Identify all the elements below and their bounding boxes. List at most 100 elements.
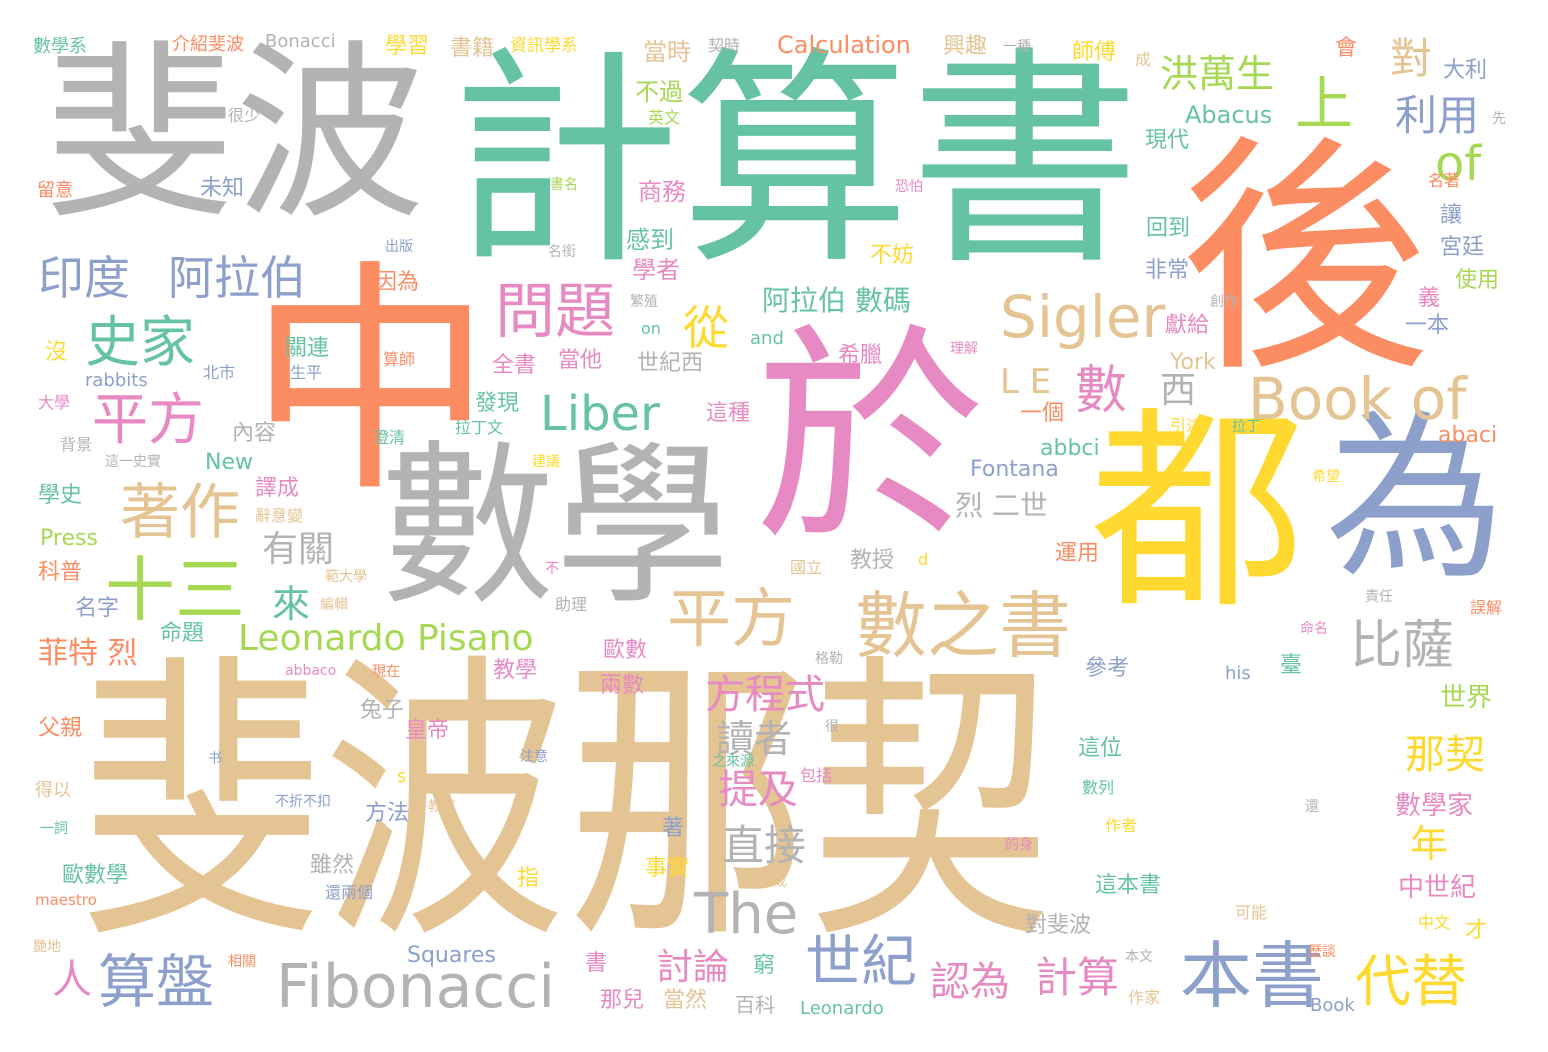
cloud-word: s [397,766,407,787]
cloud-word: 回到 [1146,216,1191,241]
cloud-word: 相關 [228,954,256,970]
cloud-word: 數之書 [855,584,1072,668]
cloud-word: 阿拉伯 數碼 [762,284,911,317]
cloud-word: New [205,450,253,475]
cloud-word: 理解 [950,341,978,357]
cloud-word: 著作 [120,478,240,548]
cloud-word: 現在 [372,664,400,680]
cloud-word: 不妨 [870,243,915,268]
cloud-word: 北市 [203,363,236,382]
cloud-word: Press [40,526,98,551]
cloud-word: 當然 [663,988,708,1013]
cloud-word: Book of [1248,365,1467,433]
cloud-word: 英文 [648,108,681,127]
cloud-word: 內容 [232,421,277,446]
cloud-word: 算師 [383,350,416,369]
cloud-word: 對斐波 [1025,913,1092,938]
cloud-word: 世紀西 [637,351,704,376]
cloud-word: 繁殖 [630,294,658,310]
cloud-word: 編輯 [320,597,348,613]
cloud-word: 譯成 [255,476,300,501]
cloud-word: 國立 [790,558,823,577]
cloud-word: Leonardo Pisano [238,618,534,659]
cloud-word: 學者 [632,256,680,284]
cloud-word: 提及 [718,767,798,813]
cloud-word: 注意 [520,749,548,765]
cloud-word: 宮廷 [1440,235,1485,260]
cloud-word: 這種 [706,401,751,426]
cloud-word: d [918,550,929,569]
cloud-word: 先 [1492,111,1506,127]
cloud-word: abbci [1040,436,1100,461]
cloud-word: 方法 [365,801,410,826]
cloud-word: 命題 [160,621,205,646]
cloud-word: 沒 [45,340,68,365]
cloud-word: 師傅 [1072,40,1117,65]
cloud-word: 助理 [555,595,588,614]
cloud-word: 兩數 [600,673,645,698]
cloud-word: 歐數 [603,638,648,663]
cloud-word: 數列 [1082,778,1115,797]
cloud-word: 使用 [1455,268,1500,293]
cloud-word: 皇帝 [405,718,450,743]
cloud-word: 關連 [285,336,330,361]
cloud-word: 興趣 [943,34,988,59]
cloud-word: maestro [35,891,97,909]
cloud-word: 還兩個 [325,883,374,902]
cloud-word: 計算書 [450,29,1141,296]
cloud-word: 直譯成 [745,874,787,890]
cloud-word: 名著 [1428,171,1461,190]
cloud-word: 平方 [92,388,204,453]
cloud-word: Fibonacci [276,952,556,1022]
cloud-word: Abacus [1185,101,1273,129]
cloud-word: 建議 [532,454,560,470]
cloud-word: 中文 [1418,913,1451,932]
cloud-word: 年 [1410,822,1449,866]
cloud-word: 名銜 [548,244,576,260]
cloud-word: 代替 [1355,950,1467,1015]
cloud-word: 算盤 [98,948,215,1016]
cloud-word: 百科 [735,993,775,1017]
cloud-word: 得以 [35,780,71,801]
cloud-word: 學習 [385,34,430,59]
cloud-word: 直接 [722,821,807,870]
cloud-word: 獻給 [1165,313,1210,338]
cloud-word: 這本書 [1095,873,1162,898]
cloud-word: 歐數學 [62,863,129,888]
cloud-word: 不 [545,561,559,577]
cloud-word: 感到 [626,226,674,254]
cloud-word: Squares [407,943,496,968]
cloud-word: on [641,319,661,338]
cloud-word: 中 [248,240,493,525]
cloud-word: 生平 [290,363,323,382]
cloud-word: 數學 [380,426,730,629]
cloud-word: 未知 [200,176,245,201]
cloud-word: 指 [517,866,540,891]
cloud-word: 本書 [1180,934,1325,1018]
cloud-word: 大利 [1443,58,1488,83]
cloud-word: 都 [1090,387,1305,638]
cloud-word: 不過 [635,78,683,106]
cloud-word: 教學 [493,658,538,683]
cloud-word: 很 [825,719,839,735]
cloud-word: 人 [52,957,92,1003]
cloud-word: 發現 [475,391,520,416]
cloud-word: 義 [1418,286,1441,311]
cloud-word: 書名 [550,177,578,193]
cloud-word: 菲特 烈 [38,636,138,671]
cloud-word: 現代 [1145,128,1190,153]
cloud-word: 這一史實 [105,454,161,470]
cloud-word: 因為 [375,270,420,295]
cloud-word: 方程式 [705,672,825,718]
cloud-word: 範大學 [325,569,367,585]
cloud-word: 拉丁 [1232,419,1260,435]
cloud-word: 希臘 [838,343,883,368]
cloud-word: 希望 [1312,469,1340,485]
cloud-word: 洪萬生 [1160,52,1275,96]
cloud-word: 數學家 [1395,791,1474,821]
cloud-word: 很少 [228,106,261,125]
cloud-word: 作者 [1105,816,1138,835]
cloud-word: 斐波那契 [80,630,1052,979]
cloud-word: 一個 [1020,401,1065,426]
